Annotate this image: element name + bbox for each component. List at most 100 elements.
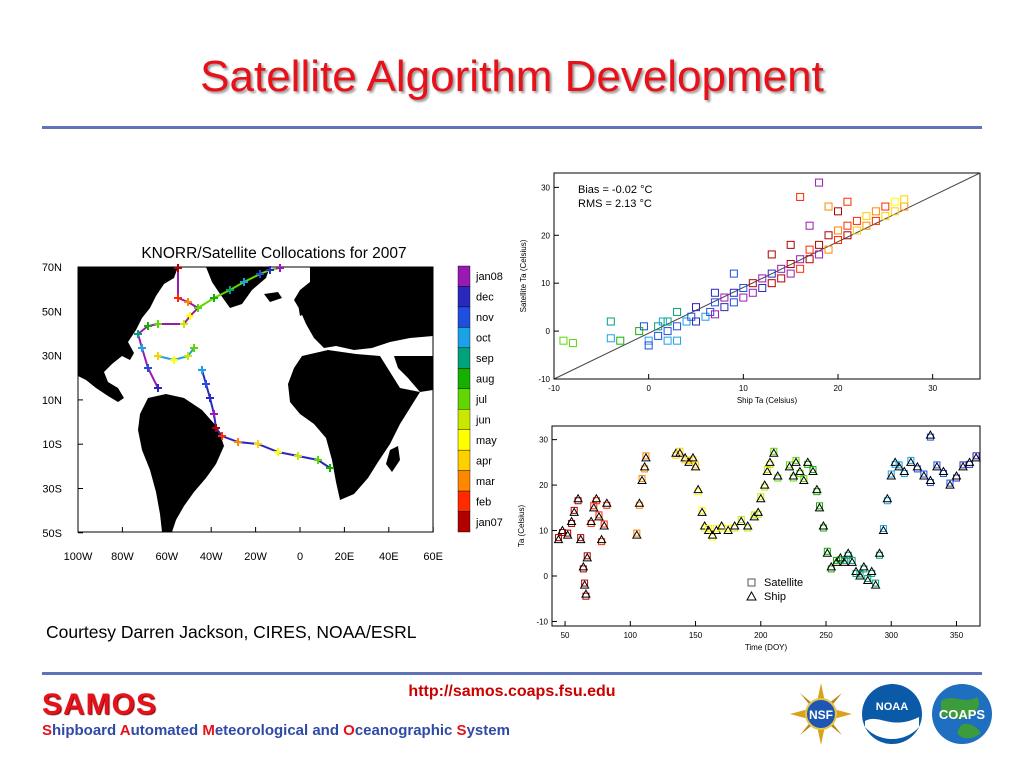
ship-point [591, 493, 602, 503]
scatter-point [805, 255, 814, 264]
scatter-point [639, 322, 648, 331]
scatter-chart: -10 0 10 20 30 -10 0 10 20 30 Ship Ta (Celsius) Sat… [512, 165, 988, 410]
track-marker [254, 440, 262, 448]
colorbar-swatch [457, 429, 471, 451]
track-marker [174, 264, 182, 272]
x-tick-label: 350 [950, 631, 964, 640]
scatter-point [805, 245, 814, 254]
longitude-label: 60W [155, 551, 178, 563]
latitude-label: 70N [42, 262, 62, 274]
scatter-point [654, 331, 663, 340]
ship-point [822, 548, 833, 557]
colorbar-label: may [476, 435, 497, 447]
north-america-landmass [78, 267, 178, 402]
scatter-point [767, 250, 776, 259]
ship-point [882, 493, 893, 503]
ship-point [762, 466, 773, 475]
scatter-point [720, 293, 729, 302]
colorbar-label: mar [476, 476, 495, 488]
samos-name-part: M [202, 722, 215, 739]
colorbar-label: jul [475, 394, 487, 406]
samos-full-name: Shipboard Automated Meteorological and O… [42, 722, 510, 739]
x-tick-label: 30 [928, 384, 937, 393]
track-marker [184, 352, 192, 360]
ship-point [808, 466, 818, 475]
ship-point [814, 502, 825, 512]
track-marker [210, 294, 218, 302]
ship-point [586, 516, 597, 525]
scatter-point [710, 298, 719, 307]
coaps-logo-text: COAPS [939, 707, 986, 722]
ship-point [723, 525, 734, 535]
ship-point [899, 466, 910, 475]
track-marker [226, 286, 234, 294]
ship-point [573, 493, 583, 503]
ship-point [958, 461, 968, 471]
scatter-point [834, 207, 842, 216]
y-tick-label: 20 [539, 481, 548, 490]
track-marker [154, 384, 162, 392]
longitude-label: 0 [297, 551, 303, 563]
track-marker [174, 294, 182, 302]
scatter-point [748, 279, 757, 288]
scatter-point [701, 312, 710, 321]
ship-point [847, 557, 857, 566]
samos-name-part: utomated [130, 722, 203, 739]
ship-point [581, 589, 591, 598]
iceland [264, 292, 282, 302]
ship-point [859, 561, 869, 571]
europe-landmass [294, 267, 433, 350]
scatter-point [710, 310, 719, 319]
y-tick-label: 10 [539, 527, 548, 536]
scatter-point [824, 231, 833, 240]
x-tick-label: 300 [885, 631, 899, 640]
y-tick-label: 0 [544, 572, 549, 581]
samos-name-part: ceanographic [354, 722, 457, 739]
ship-point [912, 461, 923, 471]
colorbar-swatch [457, 490, 471, 512]
noaa-wave-icon [865, 717, 919, 739]
stats-annotation: Bias = -0.02 °C [578, 184, 652, 196]
colorbar-swatch [457, 449, 471, 471]
track-marker [190, 344, 198, 352]
x-axis-label: Time (DOY) [745, 643, 788, 652]
scatter-point [559, 336, 568, 345]
track-marker [240, 278, 248, 286]
scatter-point [729, 288, 738, 297]
y-tick-label: 30 [539, 436, 548, 445]
ship-point [753, 507, 764, 516]
track-marker [202, 380, 210, 388]
samos-name-part: O [343, 722, 355, 739]
samos-logo: SAMOS [42, 688, 158, 721]
scatter-point [843, 197, 852, 206]
longitude-label: 20W [244, 551, 267, 563]
x-tick-label: 50 [561, 631, 570, 640]
scatter-point [644, 341, 653, 350]
longitude-label: 40E [379, 551, 399, 563]
scatter-point [758, 283, 767, 292]
scatter-point [871, 207, 880, 216]
track-marker [180, 320, 188, 328]
samos-url-link[interactable]: http://samos.coaps.fsu.edu [408, 683, 616, 700]
ship-point [812, 484, 822, 494]
british-isles [298, 300, 308, 316]
samos-name-part: eteorological and [214, 722, 344, 739]
ship-point [675, 448, 685, 457]
colorbar-label: jun [475, 414, 491, 426]
ship-point [755, 493, 766, 503]
x-tick-label: 0 [646, 384, 651, 393]
track-marker [274, 448, 282, 456]
scatter-point [843, 231, 852, 240]
footer-divider [42, 672, 982, 675]
ship-point [578, 561, 589, 571]
ship-point [707, 530, 718, 539]
ship-point [693, 484, 704, 494]
scatter-point [871, 216, 880, 225]
track-marker [326, 464, 334, 472]
africa-landmass [288, 350, 420, 500]
colorbar-swatch [457, 327, 471, 349]
samos-name-part: ystem [466, 722, 510, 739]
noaa-logo-text: NOAA [876, 701, 908, 713]
timeseries-chart: 50 100 150 200 250 300 350 -10 0 10 20 30 Time (DOY)… [512, 420, 988, 656]
ship-point [798, 475, 809, 485]
